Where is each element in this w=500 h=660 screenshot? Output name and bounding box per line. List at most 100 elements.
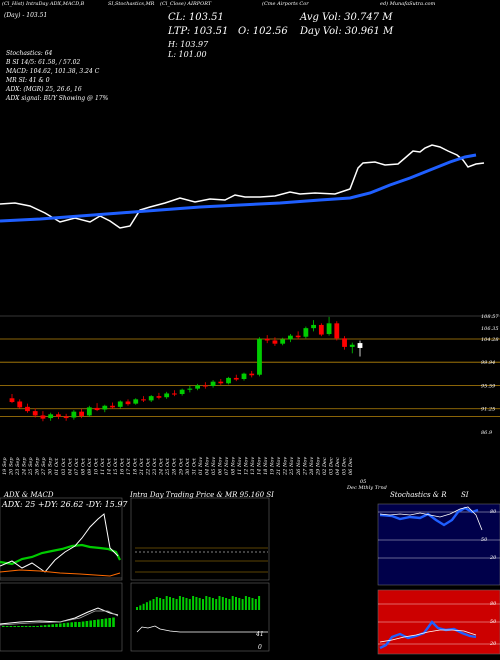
adx-panel <box>0 497 123 652</box>
date-label: 04 Oct <box>67 457 73 475</box>
intraday-panel-title: Intra Day Trading Price & MR 95.160 SI <box>130 491 274 499</box>
candle-body <box>218 381 224 384</box>
stochastic-panel <box>377 503 500 655</box>
ltp-value: LTP: 103.51 <box>168 26 229 37</box>
candle-body <box>56 414 61 417</box>
date-label: 28 Oct <box>172 457 178 476</box>
candle-body <box>117 401 123 407</box>
intraday-bar <box>185 598 188 610</box>
date-label: 27 Sep <box>41 457 47 476</box>
adx-signal-line: ADX signal: BUY Showing @ 17% <box>6 95 109 102</box>
macd-hist-bar <box>43 625 47 627</box>
cl-value: CL: 103.51 <box>168 12 224 23</box>
intraday-bar <box>152 599 155 610</box>
candle-body <box>179 389 185 394</box>
date-label: 30 Oct <box>185 457 191 475</box>
candle-body <box>210 381 216 386</box>
candle-body <box>257 338 262 375</box>
date-label: 25 Oct <box>165 457 171 476</box>
macd-hist-bar <box>62 623 66 627</box>
date-label: 01 Nov <box>198 457 204 475</box>
date-label: 01 Oct <box>54 457 60 475</box>
stoch-level-80: 80 <box>490 509 497 515</box>
macd-hist-bar <box>66 622 70 627</box>
macd-hist-bar <box>108 618 111 627</box>
price-label: 99.94 <box>481 360 495 366</box>
candle-body <box>9 398 15 403</box>
candle-body <box>195 385 200 389</box>
adx-panel-title: ADX & MACD <box>4 491 54 499</box>
intraday-mr-value: 0 <box>258 644 262 651</box>
candle-body <box>86 407 92 416</box>
date-label: 29 Nov <box>315 457 321 476</box>
candle-body <box>264 338 270 341</box>
candle-body <box>71 411 77 418</box>
date-label: 03 Dec <box>328 457 334 475</box>
macd-hist-bar <box>89 620 92 627</box>
intraday-volume-bars <box>136 596 261 610</box>
date-label: 22 Oct <box>146 457 152 476</box>
date-label: 03 Oct <box>61 457 67 475</box>
candle-body <box>233 377 239 380</box>
candle-body <box>94 407 100 411</box>
intraday-bar <box>218 596 221 610</box>
intraday-mr-line <box>136 625 268 633</box>
macd-hist-bar <box>17 626 20 627</box>
intraday-bar <box>235 597 237 610</box>
date-label: 14 Oct <box>106 457 112 475</box>
intraday-panel <box>130 497 270 652</box>
date-footer-trend: Dec Mthly Trnd <box>347 485 387 491</box>
intraday-bar <box>205 596 208 610</box>
candle-body <box>156 396 162 398</box>
date-label: 06 Dec <box>348 457 354 475</box>
macd-hist-bar <box>13 626 16 627</box>
stochastics-line: Stochastics: 64 <box>6 50 53 57</box>
macd-hist-bar <box>81 621 85 627</box>
candle-body <box>48 414 54 419</box>
macd-hist-bar <box>85 621 89 627</box>
macd-hist-bar <box>78 622 81 627</box>
date-label: 10 Oct <box>93 457 99 475</box>
bsi-line: B SI 14/5: 61.58, / 57.02 <box>6 59 81 66</box>
intraday-bar <box>258 596 261 610</box>
date-label: 30 Sep <box>48 457 54 475</box>
price-label: 86.9 <box>481 430 493 436</box>
intraday-bar <box>162 599 165 610</box>
candle-body <box>226 377 231 384</box>
intraday-bar <box>231 596 234 610</box>
date-label: 14 Nov <box>257 457 263 475</box>
top-caption-3: (Cl_Close) AIRPORT <box>160 1 212 7</box>
intraday-bar <box>238 598 241 610</box>
price-label: 108.57 <box>481 314 499 320</box>
avg-vol-value: Avg Vol: 30.747 M <box>300 12 393 23</box>
rsi-white-line <box>379 629 477 643</box>
macd-hist-bar <box>36 626 39 627</box>
date-label: 09 Oct <box>87 457 93 475</box>
intraday-bar <box>241 599 244 610</box>
intraday-bar <box>251 598 254 610</box>
date-label: 25 Sep <box>28 457 34 476</box>
intraday-bar <box>172 598 175 610</box>
date-label: 26 Sep <box>35 457 41 476</box>
candle-body <box>25 406 30 412</box>
macd-hist-bar <box>40 625 43 627</box>
intraday-bar <box>178 596 181 610</box>
high-value: H: 103.97 <box>168 40 209 49</box>
date-label: 17 Oct <box>126 457 132 475</box>
intraday-bar <box>149 600 152 610</box>
candle-body <box>63 416 69 419</box>
date-footer-day: 05 <box>360 479 367 485</box>
date-label: 05 Nov <box>211 457 217 475</box>
intraday-bar <box>142 603 145 610</box>
low-value: L: 101.00 <box>168 50 207 59</box>
date-label: 04 Nov <box>204 457 210 475</box>
date-label: 23 Sep <box>15 457 21 476</box>
candle-body <box>342 338 347 347</box>
candle-body <box>280 339 286 344</box>
intraday-bar <box>159 598 162 610</box>
intraday-bar <box>254 599 257 610</box>
candle-body <box>164 393 170 398</box>
macd-hist-bar <box>32 626 35 627</box>
top-caption-4: (Cme Airports Cor <box>262 1 309 7</box>
ma-line <box>0 153 477 223</box>
